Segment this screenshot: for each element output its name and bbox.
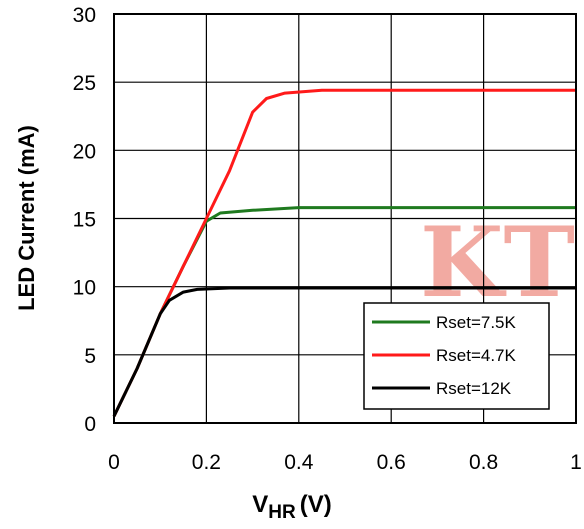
x-tick-label: 0.2 bbox=[192, 451, 221, 474]
x-tick-label: 0.4 bbox=[284, 451, 314, 474]
y-tick-label: 25 bbox=[73, 72, 96, 95]
plot-frame bbox=[113, 13, 577, 424]
x-tick-label: 0 bbox=[108, 451, 120, 474]
legend-label: Rset=7.5K bbox=[436, 313, 517, 332]
x-tick-label: 0.8 bbox=[469, 451, 498, 474]
x-tick-labels: 0 0.2 0.4 0.6 0.8 1 bbox=[108, 451, 582, 474]
y-tick-label: 20 bbox=[73, 140, 96, 163]
watermark: KT bbox=[420, 206, 575, 319]
y-axis-label: LED Current (mA) bbox=[14, 125, 39, 311]
y-tick-label: 5 bbox=[84, 345, 96, 368]
y-tick-labels: 0 5 10 15 20 25 30 bbox=[73, 4, 96, 436]
y-tick-label: 30 bbox=[73, 4, 96, 27]
series-line-rset-12k bbox=[112, 286, 576, 417]
y-tick-label: 10 bbox=[73, 277, 96, 300]
x-tick-label: 1 bbox=[570, 451, 582, 474]
legend: Rset=7.5K Rset=4.7K Rset=12K bbox=[363, 302, 550, 410]
legend-label: Rset=4.7K bbox=[436, 346, 517, 365]
y-tick-label: 0 bbox=[84, 413, 96, 436]
legend-label: Rset=12K bbox=[436, 379, 512, 398]
x-axis-label: VHR (V) bbox=[252, 491, 331, 523]
series-lines bbox=[112, 88, 576, 417]
y-tick-label: 15 bbox=[73, 209, 96, 232]
x-tick-label: 0.6 bbox=[377, 451, 406, 474]
